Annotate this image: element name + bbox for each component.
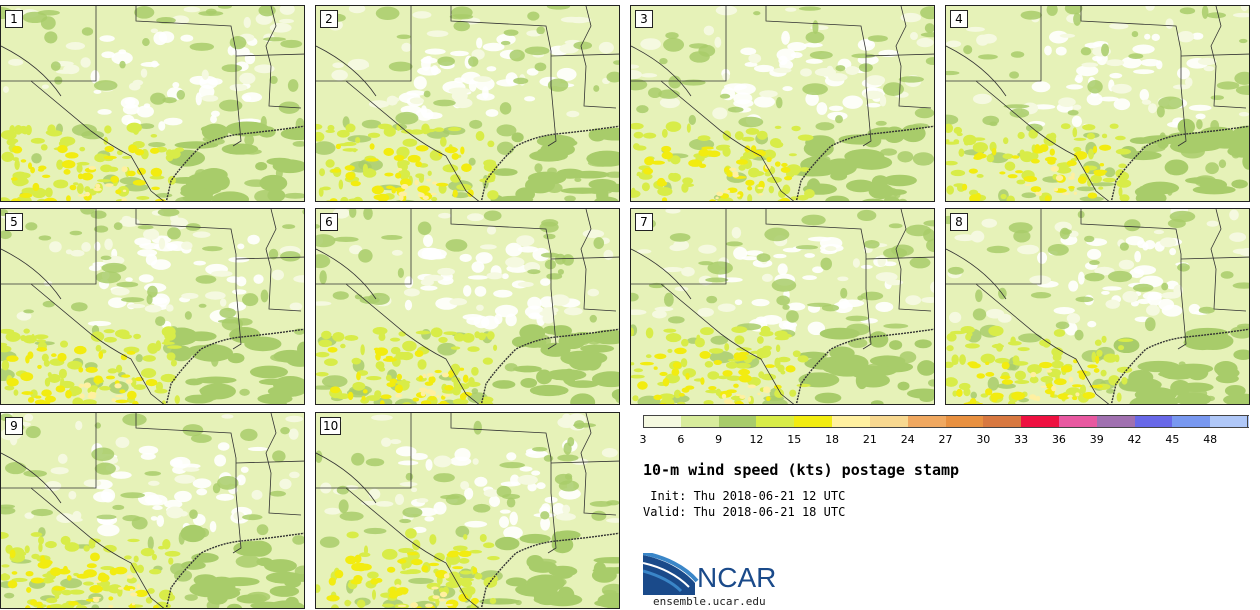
colorbar-swatch: [907, 415, 946, 428]
colorbar-tick-label: 3: [639, 433, 647, 446]
colorbar-tick-label: 21: [862, 433, 877, 446]
wind-speed-map: [1, 6, 304, 201]
colorbar-tick-label: 6: [677, 433, 685, 446]
wind-speed-map: [946, 209, 1249, 404]
colorbar-swatch: [1134, 415, 1173, 428]
panel-number-label: 6: [320, 213, 338, 231]
colorbar-swatch: [680, 415, 720, 428]
wind-speed-map: [316, 6, 619, 201]
plot-title: 10-m wind speed (kts) postage stamp: [643, 461, 960, 479]
valid-time: Valid: Thu 2018-06-21 18 UTC: [643, 505, 846, 519]
colorbar-swatch: [1096, 415, 1136, 428]
colorbar-swatch: [794, 415, 833, 428]
colorbar-tick-label: 39: [1089, 433, 1104, 446]
member-panel-6: 6: [315, 208, 620, 405]
colorbar-tick-label: 45: [1165, 433, 1180, 446]
member-panel-2: 2: [315, 5, 620, 202]
panel-number-label: 8: [950, 213, 968, 231]
wind-speed-map: [631, 6, 934, 201]
colorbar-tick-label: 36: [1051, 433, 1066, 446]
colorbar-tick-label: 27: [938, 433, 953, 446]
colorbar-swatch: [756, 415, 795, 428]
colorbar-tick-label: 30: [976, 433, 991, 446]
colorbar-tick-label: 48: [1203, 433, 1218, 446]
website-url: ensemble.ucar.edu: [653, 595, 766, 608]
panel-number-label: 1: [5, 10, 23, 28]
wind-speed-colorbar: 3 6 9 12 15 18 21 24 27 30 33 36 39 42 45 48: [639, 415, 1249, 449]
wind-speed-map: [631, 209, 934, 404]
colorbar-swatch: [643, 415, 682, 428]
wind-speed-map: [316, 413, 619, 608]
panel-number-label: 7: [635, 213, 653, 231]
colorbar-tick-label: 9: [715, 433, 723, 446]
member-panel-3: 3: [630, 5, 935, 202]
wind-speed-map: [1, 413, 304, 608]
panel-number-label: 2: [320, 10, 338, 28]
colorbar-tick-label: 33: [1014, 433, 1029, 446]
member-panel-8: 8: [945, 208, 1250, 405]
colorbar-swatch: [1058, 415, 1098, 428]
wind-speed-map: [946, 6, 1249, 201]
colorbar-swatch: [832, 415, 871, 428]
ncar-logo-text: NCAR: [697, 562, 777, 593]
ncar-logo: [643, 553, 699, 595]
colorbar-swatch: [1210, 415, 1249, 428]
member-panel-9: 9: [0, 412, 305, 609]
colorbar-tick-label: 24: [900, 433, 915, 446]
colorbar-swatch: [869, 415, 909, 428]
panel-number-label: 5: [5, 213, 23, 231]
wind-speed-map: [316, 209, 619, 404]
colorbar-swatch: [945, 415, 984, 428]
colorbar-tick-label: 42: [1127, 433, 1142, 446]
panel-number-label: 10: [320, 417, 342, 435]
colorbar-tick-label: 15: [787, 433, 802, 446]
member-panel-1: 1: [0, 5, 305, 202]
colorbar-swatch: [1172, 415, 1211, 428]
member-panel-7: 7: [630, 208, 935, 405]
colorbar-swatch: [718, 415, 757, 428]
member-panel-4: 4: [945, 5, 1250, 202]
wind-speed-map: [1, 209, 304, 404]
member-panel-5: 5: [0, 208, 305, 405]
colorbar-swatch: [983, 415, 1022, 428]
panel-number-label: 9: [5, 417, 23, 435]
colorbar-tick-label: 18: [825, 433, 840, 446]
panel-number-label: 4: [950, 10, 968, 28]
panel-number-label: 3: [635, 10, 653, 28]
member-panel-10: 10: [315, 412, 620, 609]
init-time: Init: Thu 2018-06-21 12 UTC: [643, 489, 846, 503]
colorbar-swatch: [1021, 415, 1060, 428]
colorbar-tick-label: 12: [749, 433, 764, 446]
